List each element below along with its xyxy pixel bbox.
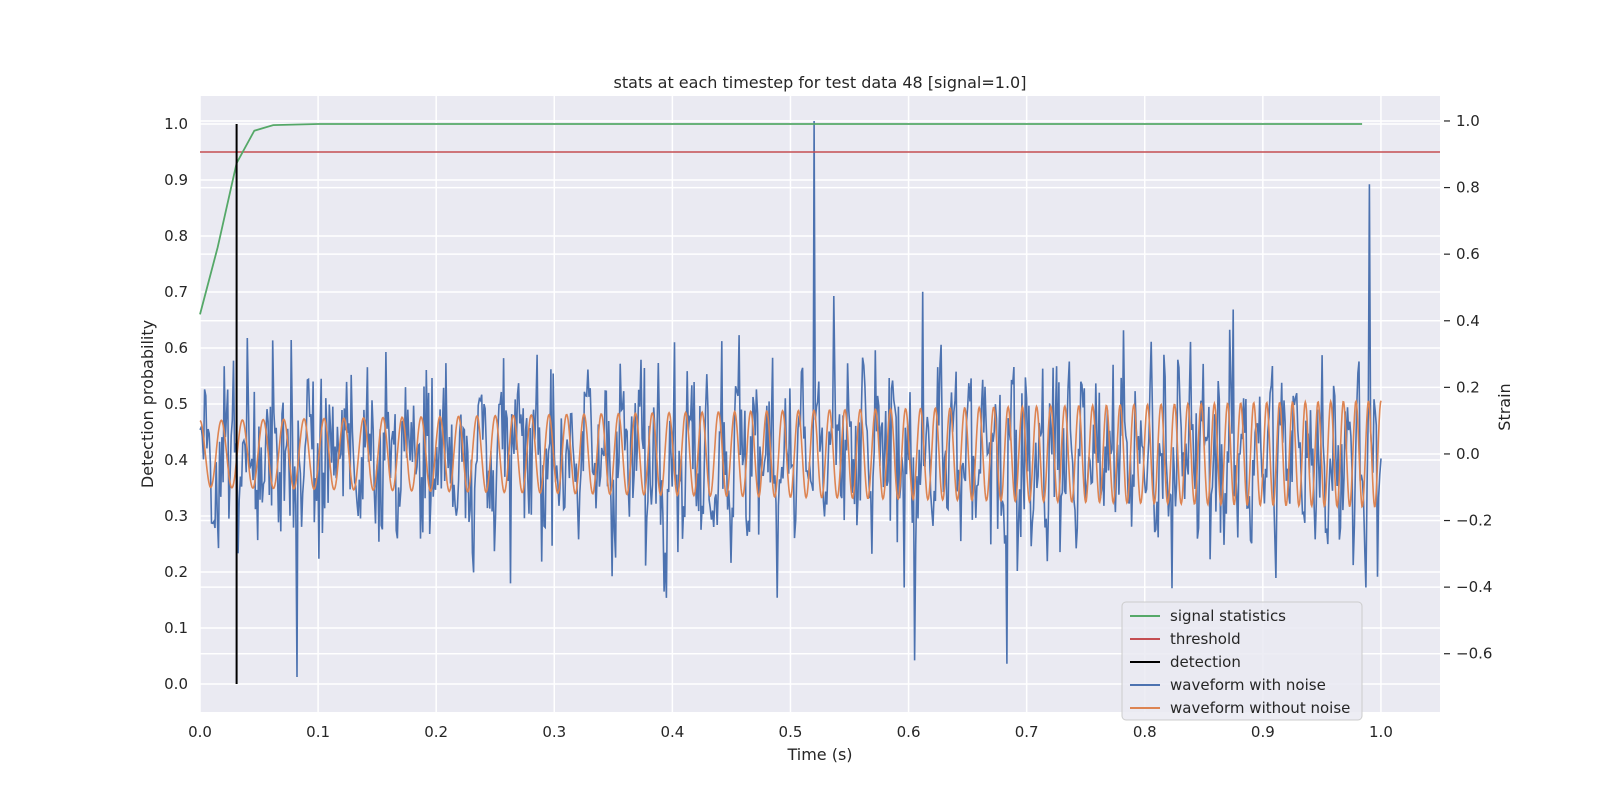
y-tick-label: 0.1 [164, 619, 188, 637]
x-tick-label: 0.8 [1133, 723, 1157, 741]
legend-item-detection: detection [1130, 653, 1241, 671]
x-axis-ticks: 0.0 0.1 0.2 0.3 0.4 0.5 0.6 0.7 0.8 0.9 1.0 [188, 723, 1393, 741]
y2-tick-label: 0.4 [1456, 312, 1480, 330]
y-tick-label: 0.9 [164, 171, 188, 189]
y2-tick-label: −0.4 [1456, 578, 1492, 596]
x-tick-label: 0.3 [542, 723, 566, 741]
y-tick-label: 0.6 [164, 339, 188, 357]
y-axis-ticks: 0.0 0.1 0.2 0.3 0.4 0.5 0.6 0.7 0.8 0.9 1.0 [164, 115, 188, 693]
y2-tick-label: 0.0 [1456, 445, 1480, 463]
y2-tick-label: −0.6 [1456, 645, 1492, 663]
legend-label-waveform-without-noise: waveform without noise [1170, 699, 1350, 717]
chart-title: stats at each timestep for test data 48 … [614, 73, 1027, 92]
legend-box [1121, 601, 1363, 721]
y-tick-label: 1.0 [164, 115, 188, 133]
legend-item-threshold: threshold [1130, 630, 1241, 648]
legend-item-waveform-without-noise: waveform without noise [1130, 699, 1350, 717]
x-tick-label: 0.4 [660, 723, 684, 741]
x-tick-label: 0.6 [897, 723, 921, 741]
y-tick-label: 0.2 [164, 563, 188, 581]
x-tick-label: 0.0 [188, 723, 212, 741]
series-waveform-without-noise [199, 398, 1382, 510]
x-tick-label: 0.7 [1015, 723, 1039, 741]
y-tick-label: 0.7 [164, 283, 188, 301]
y-tick-label: 0.0 [164, 675, 188, 693]
y-tick-label: 0.3 [164, 507, 188, 525]
y-axis-title: Detection probability [138, 320, 157, 488]
legend-item-waveform-with-noise: waveform with noise [1130, 676, 1326, 694]
x-axis-title: Time (s) [786, 745, 852, 764]
y-tick-label: 0.5 [164, 395, 188, 413]
legend-label-threshold: threshold [1170, 630, 1241, 648]
legend-label-signal-statistics: signal statistics [1170, 607, 1286, 625]
x-tick-label: 0.1 [306, 723, 330, 741]
y2-axis-title: Strain [1495, 383, 1514, 430]
y-tick-label: 0.4 [164, 451, 188, 469]
x-tick-label: 0.2 [424, 723, 448, 741]
y2-axis-ticks: −0.6 −0.4 −0.2 0.0 0.2 0.4 0.6 0.8 1.0 [1444, 112, 1492, 663]
y2-tick-label: 0.2 [1456, 378, 1480, 396]
legend-label-detection: detection [1170, 653, 1241, 671]
series-layer [199, 120, 1440, 684]
y2-tick-label: −0.2 [1456, 512, 1492, 530]
y-tick-label: 0.8 [164, 227, 188, 245]
series-signal-statistics [199, 123, 1363, 315]
y2-tick-label: 1.0 [1456, 112, 1480, 130]
y2-tick-label: 0.8 [1456, 179, 1480, 197]
legend-label-waveform-with-noise: waveform with noise [1170, 676, 1326, 694]
x-tick-label: 0.9 [1251, 723, 1275, 741]
y2-tick-label: 0.6 [1456, 245, 1480, 263]
legend-item-signal-statistics: signal statistics [1130, 607, 1286, 625]
legend: signal statistics threshold detection wa… [1121, 601, 1363, 721]
x-tick-label: 0.5 [779, 723, 803, 741]
x-tick-label: 1.0 [1369, 723, 1393, 741]
